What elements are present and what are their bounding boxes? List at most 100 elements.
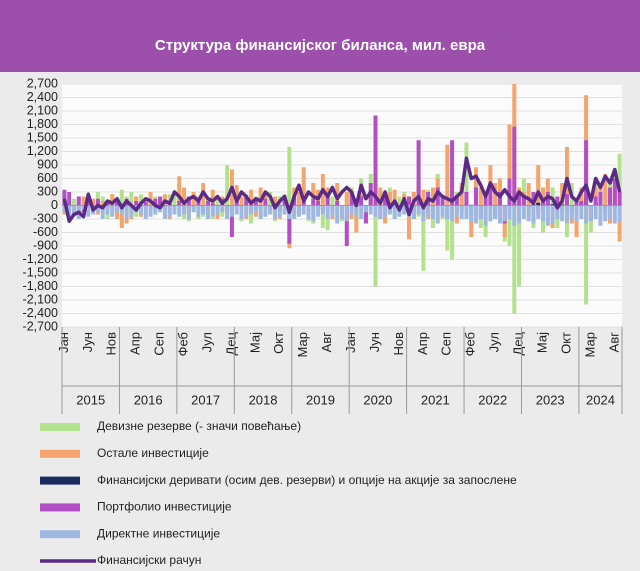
y-tick-label: 2,700 xyxy=(27,76,58,90)
bar xyxy=(301,201,306,206)
y-tick-label: -1,800 xyxy=(23,279,58,293)
bar xyxy=(593,205,598,219)
bar xyxy=(512,126,517,206)
bar xyxy=(445,205,450,251)
bar xyxy=(411,205,416,219)
bar xyxy=(507,205,512,246)
bar xyxy=(440,205,445,217)
legend-swatch xyxy=(40,503,80,512)
bar xyxy=(81,196,86,206)
bar xyxy=(584,140,589,206)
bar xyxy=(100,201,105,206)
bar xyxy=(162,205,167,219)
y-tick-label: -1,500 xyxy=(23,265,58,279)
y-tick-label: 900 xyxy=(37,157,58,171)
bar xyxy=(617,153,622,206)
bar xyxy=(426,205,431,217)
bar xyxy=(517,192,522,206)
bar xyxy=(177,176,182,206)
bar xyxy=(110,205,115,217)
y-tick-label: -600 xyxy=(33,225,58,239)
bar xyxy=(138,205,143,215)
bar xyxy=(62,189,67,206)
x-group-label: 2022 xyxy=(478,392,507,407)
bar xyxy=(421,189,426,206)
bar xyxy=(234,205,239,215)
bar xyxy=(584,205,589,224)
bar xyxy=(182,205,187,215)
bar xyxy=(483,196,488,206)
bar xyxy=(129,205,134,217)
bar xyxy=(459,205,464,219)
bar xyxy=(440,196,445,206)
bar xyxy=(344,205,349,222)
x-tick-label: Апр xyxy=(415,332,430,355)
bar xyxy=(124,205,129,219)
bar xyxy=(464,205,469,219)
bar xyxy=(172,192,177,206)
bar xyxy=(67,192,72,206)
bar xyxy=(354,205,359,217)
bar xyxy=(115,201,120,206)
bar xyxy=(344,205,349,246)
bar xyxy=(177,201,182,206)
bar xyxy=(268,205,273,215)
bar xyxy=(229,205,234,217)
y-tick-label: 1,500 xyxy=(27,130,58,144)
y-tick-label: -2,700 xyxy=(23,319,58,333)
bar xyxy=(148,192,153,206)
bar xyxy=(407,205,412,240)
bar xyxy=(306,205,311,219)
bar xyxy=(593,196,598,206)
bar xyxy=(272,196,277,206)
bar xyxy=(71,205,76,215)
bar xyxy=(464,192,469,206)
y-tick-label: 300 xyxy=(37,184,58,198)
bar xyxy=(282,205,287,215)
x-tick-label: Мар xyxy=(582,332,597,357)
bar xyxy=(191,205,196,213)
x-tick-label: Нов xyxy=(104,332,119,356)
bar xyxy=(521,205,526,219)
y-tick-label: 0 xyxy=(51,198,58,212)
legend-swatch xyxy=(40,530,80,539)
bar xyxy=(612,205,617,224)
x-tick-label: Авг xyxy=(606,332,621,353)
bar xyxy=(383,196,388,206)
bar xyxy=(450,140,455,206)
x-tick-label: Сеп xyxy=(152,332,167,356)
bar xyxy=(488,205,493,222)
bar xyxy=(86,205,91,217)
bar xyxy=(234,185,239,206)
bar xyxy=(603,174,608,206)
bar xyxy=(383,205,388,217)
bar xyxy=(330,205,335,217)
bar xyxy=(612,178,617,206)
bar xyxy=(387,192,392,206)
x-group-label: 2018 xyxy=(249,392,278,407)
bar xyxy=(287,147,292,206)
bar xyxy=(167,205,172,217)
bar xyxy=(435,205,440,224)
bar xyxy=(617,192,622,206)
x-group-label: 2016 xyxy=(134,392,163,407)
legend-swatch xyxy=(40,449,80,458)
bar xyxy=(541,187,546,206)
bar xyxy=(253,201,258,206)
bar xyxy=(253,205,258,213)
bar xyxy=(143,205,148,219)
bar xyxy=(263,205,268,217)
x-tick-label: Феб xyxy=(463,332,478,356)
x-group-label: 2015 xyxy=(76,392,105,407)
bar xyxy=(450,205,455,260)
bar xyxy=(239,196,244,206)
bar xyxy=(311,205,316,222)
bar xyxy=(430,205,435,219)
bar xyxy=(81,205,86,210)
bar xyxy=(579,201,584,206)
bar xyxy=(445,205,450,219)
bar xyxy=(320,205,325,215)
x-group-label: 2021 xyxy=(421,392,450,407)
bar xyxy=(416,140,421,206)
bar xyxy=(215,196,220,206)
